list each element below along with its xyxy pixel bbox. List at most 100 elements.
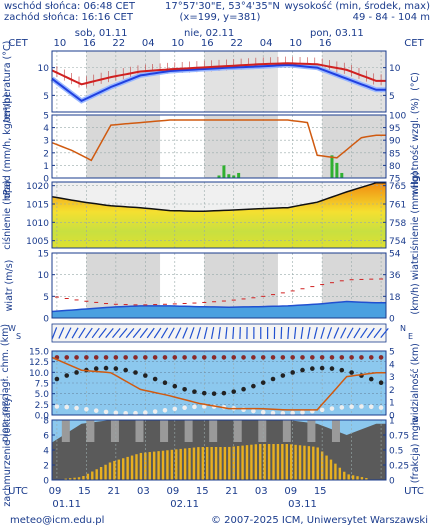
pressure-left-tick-label: 1015	[26, 201, 49, 211]
wind-direction-arrow	[353, 327, 361, 339]
bottom-date-label: 02.11	[170, 499, 199, 510]
precip-bar	[217, 175, 221, 178]
visibility-line	[51, 356, 386, 411]
fog-bar	[285, 444, 288, 480]
cloud-base-dot	[201, 404, 207, 409]
cloud-top-dot	[260, 355, 266, 360]
cloud-layer-patch	[135, 420, 144, 442]
fog-bar	[236, 446, 240, 480]
pressure-mmhg-right-tick-label: 754	[389, 237, 406, 247]
day-label: sob, 01.11	[75, 28, 128, 39]
bottom-hour-label: 15	[78, 486, 91, 497]
wind-direction-arrow	[346, 327, 354, 339]
fog-bar	[175, 449, 178, 480]
wind-direction-arrow	[105, 327, 114, 339]
bottom-date-label: 01.11	[52, 499, 81, 510]
cloud-extent-left-tick-label: 15.0	[29, 348, 49, 358]
contact-email[interactable]: meteo@icm.edu.pl	[10, 515, 105, 526]
cloud-mid-dot	[251, 383, 256, 389]
fog-bar	[334, 463, 337, 480]
visibility-ylabel-right: widzialność (km)	[410, 343, 421, 423]
temp-ylabel-left: temperatura (°C)	[2, 41, 13, 123]
wind-direction-arrow	[112, 328, 121, 338]
temp-right-tick-label: 5	[389, 92, 395, 102]
temp-ylabel-right: (°C)	[410, 72, 421, 91]
wind-direction-arrow	[64, 327, 72, 339]
fog-bar	[95, 469, 98, 480]
cloud-base-dot	[84, 406, 89, 412]
precip-left-tick-label: 5	[43, 112, 49, 122]
cloud-base-dot	[93, 408, 99, 413]
precip-left-tick-label: 4	[43, 124, 49, 134]
cloud-extent-left-tick-label: 7.5	[35, 380, 49, 390]
wind-direction-arrow	[360, 327, 368, 339]
cloud-layer-patch	[110, 420, 119, 442]
humidity-right-tick-label: 100	[389, 112, 406, 122]
wind-direction-arrow	[160, 327, 169, 339]
wind-direction-arrow	[293, 326, 297, 340]
fog-bar	[188, 448, 191, 480]
humidity-right-tick-label: 75	[389, 175, 400, 185]
fog-bar	[82, 476, 85, 480]
cloud-mid-dot	[192, 389, 197, 394]
cloud-top-dot	[251, 355, 256, 360]
cloud-mid-dot	[152, 376, 158, 382]
wind-direction-arrow	[203, 327, 208, 339]
bottom-hour-label: 09	[166, 486, 179, 497]
fog-bar	[250, 444, 253, 480]
cloud-base-dot	[339, 405, 345, 410]
fog-bar	[338, 467, 342, 480]
wind-direction-arrow	[175, 327, 182, 339]
cloud-top-dot	[113, 355, 119, 360]
fog-bar	[214, 447, 218, 480]
fog-bar	[161, 450, 165, 480]
bottom-hour-label: 09	[284, 486, 297, 497]
wind-direction-arrow	[78, 327, 86, 339]
cloud-mid-dot	[74, 370, 79, 375]
clouds-left-tick-label: 4	[43, 447, 49, 457]
bottom-hour-label: 21	[108, 486, 121, 497]
cloud-top-dot	[103, 355, 109, 360]
fog-bar	[290, 444, 293, 480]
fog-bar	[183, 448, 187, 480]
wind-direction-arrow	[366, 327, 375, 339]
bottom-hour-label: 03	[255, 486, 268, 497]
wind-direction-arrow	[218, 326, 221, 340]
fog-bar	[347, 474, 350, 480]
fog-bar	[272, 444, 275, 480]
fog-bar	[232, 446, 235, 480]
cloud-base-dot	[378, 405, 384, 410]
cloud-top-dot	[231, 355, 237, 360]
cloud-mid-dot	[143, 373, 148, 378]
fog-bar	[343, 471, 346, 480]
fog-bar	[170, 449, 174, 480]
wind-direction-arrow	[320, 327, 325, 339]
compass-n-right: N	[400, 324, 406, 333]
humidity-ylabel-right: wilgotność wzgl. (%)	[410, 98, 421, 196]
grid-point-text: (x=199, y=381)	[179, 12, 261, 23]
precip-left-tick-label: 2	[43, 149, 49, 159]
bottom-hour-label: 15	[314, 486, 327, 497]
sunset-text: zachód słońca: 16:16 CET	[4, 12, 133, 23]
cloud-top-dot	[74, 355, 79, 360]
wind-speed-line	[51, 300, 386, 313]
cloud-extent-ylabel-left: pion. rozciągł. chm. (km)	[0, 324, 11, 442]
wind-direction-arrow	[340, 327, 347, 339]
top-hour-label: 22	[112, 38, 125, 49]
cloud-layer-patch	[331, 420, 340, 442]
compass-s-left: S	[16, 332, 21, 341]
wind-direction-arrow	[132, 327, 142, 339]
wind-direction-arrow	[287, 326, 290, 340]
fog-bar	[210, 447, 213, 480]
wind-ylabel-left: wiatr (m/s)	[4, 260, 15, 312]
wind-left-tick-label: 15	[38, 250, 49, 260]
clouds-left-tick-label: 2	[43, 462, 49, 472]
wind-direction-arrow	[91, 327, 100, 339]
humidity-right-tick-label: 85	[389, 149, 400, 159]
cloud-top-dot	[290, 355, 295, 360]
cloud-top-dot	[64, 355, 70, 360]
top-hour-label: 04	[260, 38, 273, 49]
fog-bar	[130, 455, 134, 480]
cloud-mid-dot	[123, 367, 128, 373]
humidity-right-tick-label: 90	[389, 137, 401, 147]
